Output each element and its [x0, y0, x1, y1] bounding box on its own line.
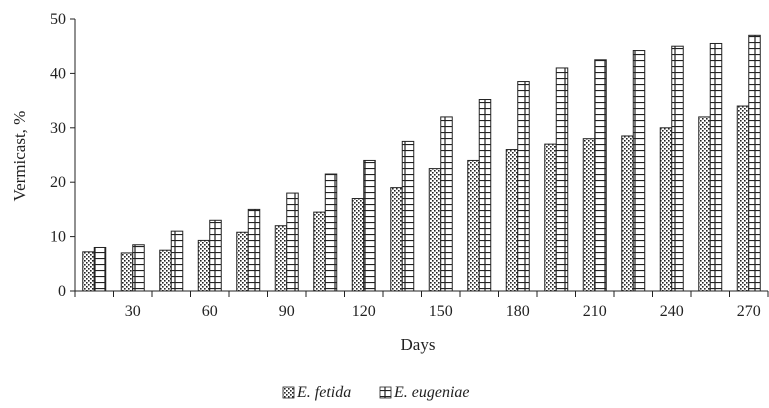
legend-swatch-e-fetida: [282, 386, 295, 399]
bar-e-eugeniae-270: [748, 34, 761, 292]
bar-e-eugeniae-210: [594, 59, 607, 292]
x-tick-label-120: 120: [352, 303, 376, 320]
y-tick-label-0: 0: [58, 283, 66, 300]
bar-e-eugeniae-225: [632, 50, 646, 292]
y-tick-label-20: 20: [50, 174, 66, 191]
bar-e-eugeniae-75: [247, 208, 261, 292]
bar-e-fetida-45: [159, 249, 172, 292]
x-tick-label-150: 150: [429, 303, 453, 320]
y-tick-label-10: 10: [50, 229, 66, 246]
bar-e-eugeniae-120: [363, 159, 376, 292]
x-tick-label-180: 180: [506, 303, 530, 320]
bar-e-eugeniae-240: [671, 45, 684, 292]
x-tick-label-30: 30: [125, 303, 141, 320]
bar-e-eugeniae-150: [440, 116, 453, 292]
x-axis-title: Days: [401, 335, 436, 354]
bar-e-eugeniae-195: [555, 67, 569, 292]
bar-e-fetida-225: [621, 135, 634, 292]
bar-e-fetida-210: [582, 138, 596, 292]
bar-e-fetida-120: [351, 198, 365, 292]
bar-e-fetida-60: [197, 239, 211, 292]
bar-e-fetida-90: [274, 225, 288, 292]
x-tick-label-240: 240: [660, 303, 684, 320]
bar-e-fetida-75: [236, 231, 249, 292]
plot-area: 0 10 20 30 40 50 30 60 90 120 150 180 210 240 270: [50, 11, 769, 320]
bar-e-fetida-135: [390, 187, 403, 292]
bar-e-fetida-15: [82, 251, 95, 292]
bar-e-eugeniae-30: [132, 244, 145, 292]
legend-label-e-fetida: E. fetida: [296, 384, 351, 401]
bar-e-eugeniae-60: [209, 219, 222, 292]
bar-e-fetida-150: [428, 168, 442, 292]
y-tick-label-30: 30: [50, 120, 66, 137]
bar-e-eugeniae-90: [286, 192, 299, 292]
bar-e-eugeniae-180: [517, 81, 530, 292]
x-tick-label-210: 210: [583, 303, 607, 320]
bar-e-eugeniae-165: [478, 99, 492, 292]
y-tick-label-50: 50: [50, 11, 66, 28]
bar-e-fetida-30: [120, 252, 134, 292]
legend: E. fetida E. eugeniae: [282, 384, 470, 401]
bar-e-fetida-165: [467, 159, 480, 292]
bar-e-eugeniae-255: [709, 42, 723, 292]
bar-e-fetida-240: [659, 127, 673, 292]
legend-label-e-eugeniae: E. eugeniae: [393, 384, 470, 401]
y-tick-label-40: 40: [50, 65, 66, 82]
bar-e-eugeniae-135: [401, 140, 415, 292]
bar-e-eugeniae-45: [170, 230, 184, 292]
bar-e-eugeniae-105: [324, 173, 338, 292]
bar-e-fetida-270: [736, 105, 750, 292]
bar-e-fetida-180: [505, 149, 519, 292]
x-tick-label-60: 60: [202, 303, 218, 320]
x-tick-label-90: 90: [279, 303, 295, 320]
bar-e-fetida-255: [698, 116, 711, 292]
bar-e-eugeniae-15: [93, 246, 107, 292]
legend-swatch-e-eugeniae: [379, 386, 392, 399]
bar-e-fetida-105: [313, 211, 326, 292]
y-axis-title: Vermicast, %: [10, 111, 29, 202]
x-tick-label-270: 270: [737, 303, 761, 320]
bar-e-fetida-195: [544, 143, 557, 292]
